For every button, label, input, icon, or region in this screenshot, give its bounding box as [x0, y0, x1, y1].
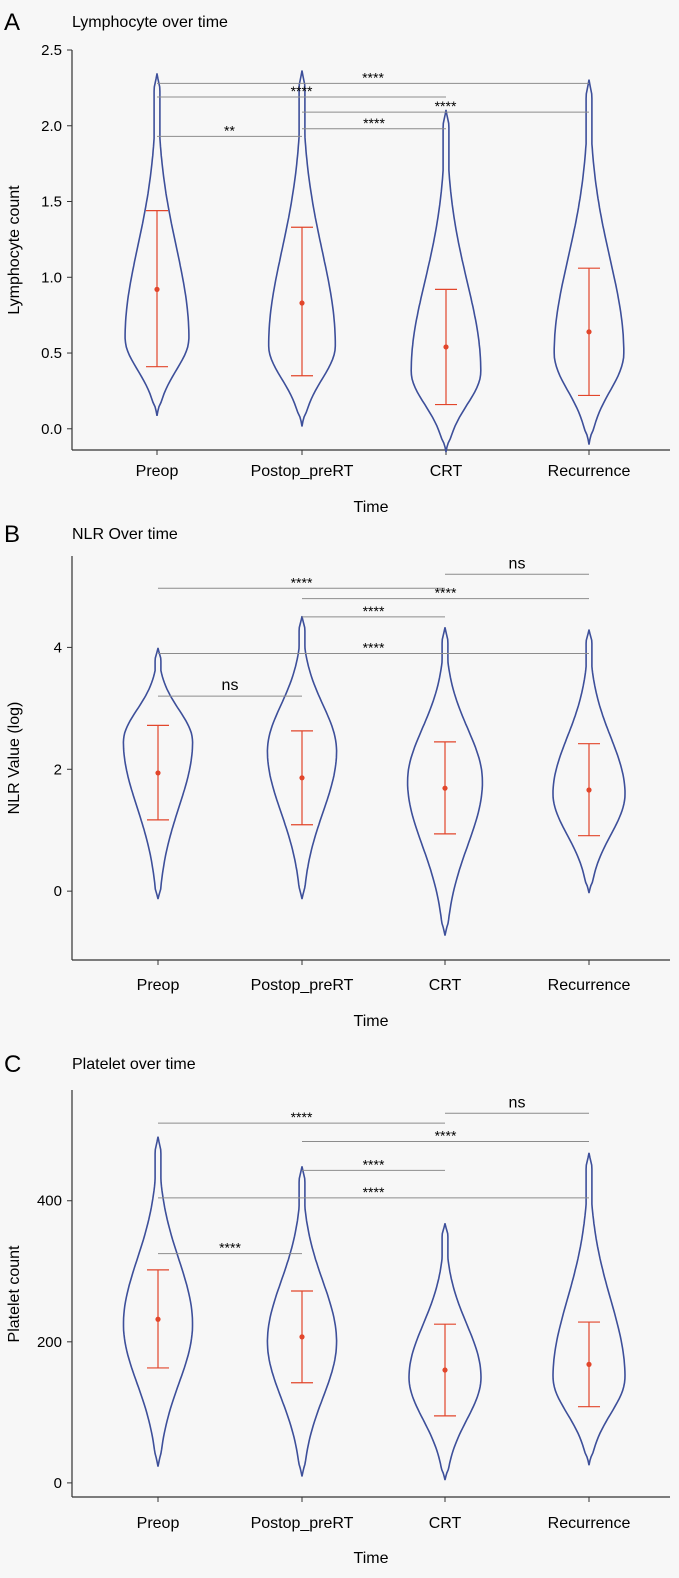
- significance-label: ****: [291, 83, 313, 99]
- y-tick-label: 4: [54, 639, 62, 656]
- panel-title: Lymphocyte over time: [72, 14, 228, 31]
- violin-postop_prert: [266, 1166, 338, 1477]
- significance-label: ****: [363, 639, 385, 655]
- x-tick-label: Postop_preRT: [251, 977, 354, 994]
- significance-label: ****: [363, 115, 385, 131]
- x-tick-label: Postop_preRT: [251, 463, 354, 480]
- x-tick-label: Recurrence: [548, 977, 631, 994]
- violin-preop: [124, 73, 190, 416]
- violin-preop: [122, 647, 194, 900]
- violin-recurrence: [553, 79, 625, 445]
- y-tick-label: 1.5: [41, 194, 62, 211]
- y-tick-label: 1.0: [41, 269, 62, 286]
- mean-point: [586, 1361, 592, 1367]
- significance-label: ****: [363, 603, 385, 619]
- y-tick-label: 2.0: [41, 118, 62, 135]
- mean-point: [299, 300, 305, 306]
- y-tick-label: 2.5: [41, 42, 62, 59]
- x-tick-label: Preop: [137, 977, 180, 994]
- violin-crt: [408, 1223, 482, 1481]
- x-tick-label: CRT: [430, 463, 463, 480]
- significance-label: ns: [509, 1094, 526, 1111]
- panel-title: Platelet over time: [72, 1056, 196, 1073]
- y-tick-label: 200: [37, 1334, 62, 1351]
- mean-point: [155, 770, 161, 776]
- significance-label: ****: [435, 585, 457, 601]
- significance-label: ****: [219, 1240, 241, 1256]
- y-tick-label: 2: [54, 761, 62, 778]
- violin-crt: [406, 627, 484, 936]
- violin-crt: [410, 109, 482, 453]
- y-tick-label: 0: [54, 1475, 62, 1492]
- x-tick-label: Preop: [136, 463, 179, 480]
- violin-recurrence: [552, 629, 626, 894]
- violin-recurrence: [552, 1152, 626, 1466]
- mean-point: [586, 787, 592, 793]
- y-tick-label: 0.5: [41, 345, 62, 362]
- panel-c: C Platelet over time 0 200 400 Preop Postop_pr…: [4, 1051, 670, 1567]
- mean-point: [586, 329, 592, 335]
- x-axis-title: Time: [354, 1013, 389, 1030]
- y-axis-title: Lymphocyte count: [6, 185, 23, 315]
- significance-label: ****: [363, 1184, 385, 1200]
- significance-label: **: [224, 122, 235, 138]
- mean-point: [442, 785, 448, 791]
- violin-postop_prert: [266, 615, 338, 900]
- x-tick-label: Preop: [137, 1515, 180, 1532]
- significance-label: ****: [362, 69, 384, 85]
- mean-point: [299, 1334, 305, 1340]
- panel-letter: B: [4, 521, 20, 548]
- panel-title: NLR Over time: [72, 526, 178, 543]
- y-tick-label: 0: [54, 883, 62, 900]
- mean-point: [443, 344, 449, 350]
- violin-preop: [122, 1136, 194, 1467]
- x-tick-label: CRT: [429, 977, 462, 994]
- significance-label: ns: [222, 677, 239, 694]
- x-tick-label: CRT: [429, 1515, 462, 1532]
- y-axis-title: NLR Value (log): [6, 702, 23, 815]
- panel-a: A Lymphocyte over time 0.0 0.5 1.0 1.5 2.0 2.5 P…: [4, 9, 670, 516]
- panel-letter: C: [4, 1051, 21, 1078]
- significance-label: ****: [363, 1156, 385, 1172]
- significance-label: ****: [435, 1127, 457, 1143]
- panel-letter: A: [4, 9, 20, 36]
- y-tick-label: 0.0: [41, 421, 62, 438]
- panel-b: B NLR Over time 0 2 4 Preop Postop_preRT CRT Rec…: [4, 521, 670, 1030]
- x-tick-label: Postop_preRT: [251, 1515, 354, 1532]
- significance-label: ns: [509, 555, 526, 572]
- mean-point: [154, 286, 160, 292]
- x-axis-title: Time: [354, 499, 389, 516]
- y-tick-label: 400: [37, 1193, 62, 1210]
- y-axis-title: Platelet count: [6, 1245, 23, 1343]
- significance-label: ****: [291, 574, 313, 590]
- significance-label: ****: [291, 1109, 313, 1125]
- mean-point: [299, 775, 305, 781]
- x-tick-label: Recurrence: [548, 1515, 631, 1532]
- violin-postop_prert: [267, 70, 337, 427]
- significance-label: ****: [435, 98, 457, 114]
- mean-point: [155, 1316, 161, 1322]
- mean-point: [442, 1367, 448, 1373]
- x-axis-title: Time: [354, 1550, 389, 1567]
- x-tick-label: Recurrence: [548, 463, 631, 480]
